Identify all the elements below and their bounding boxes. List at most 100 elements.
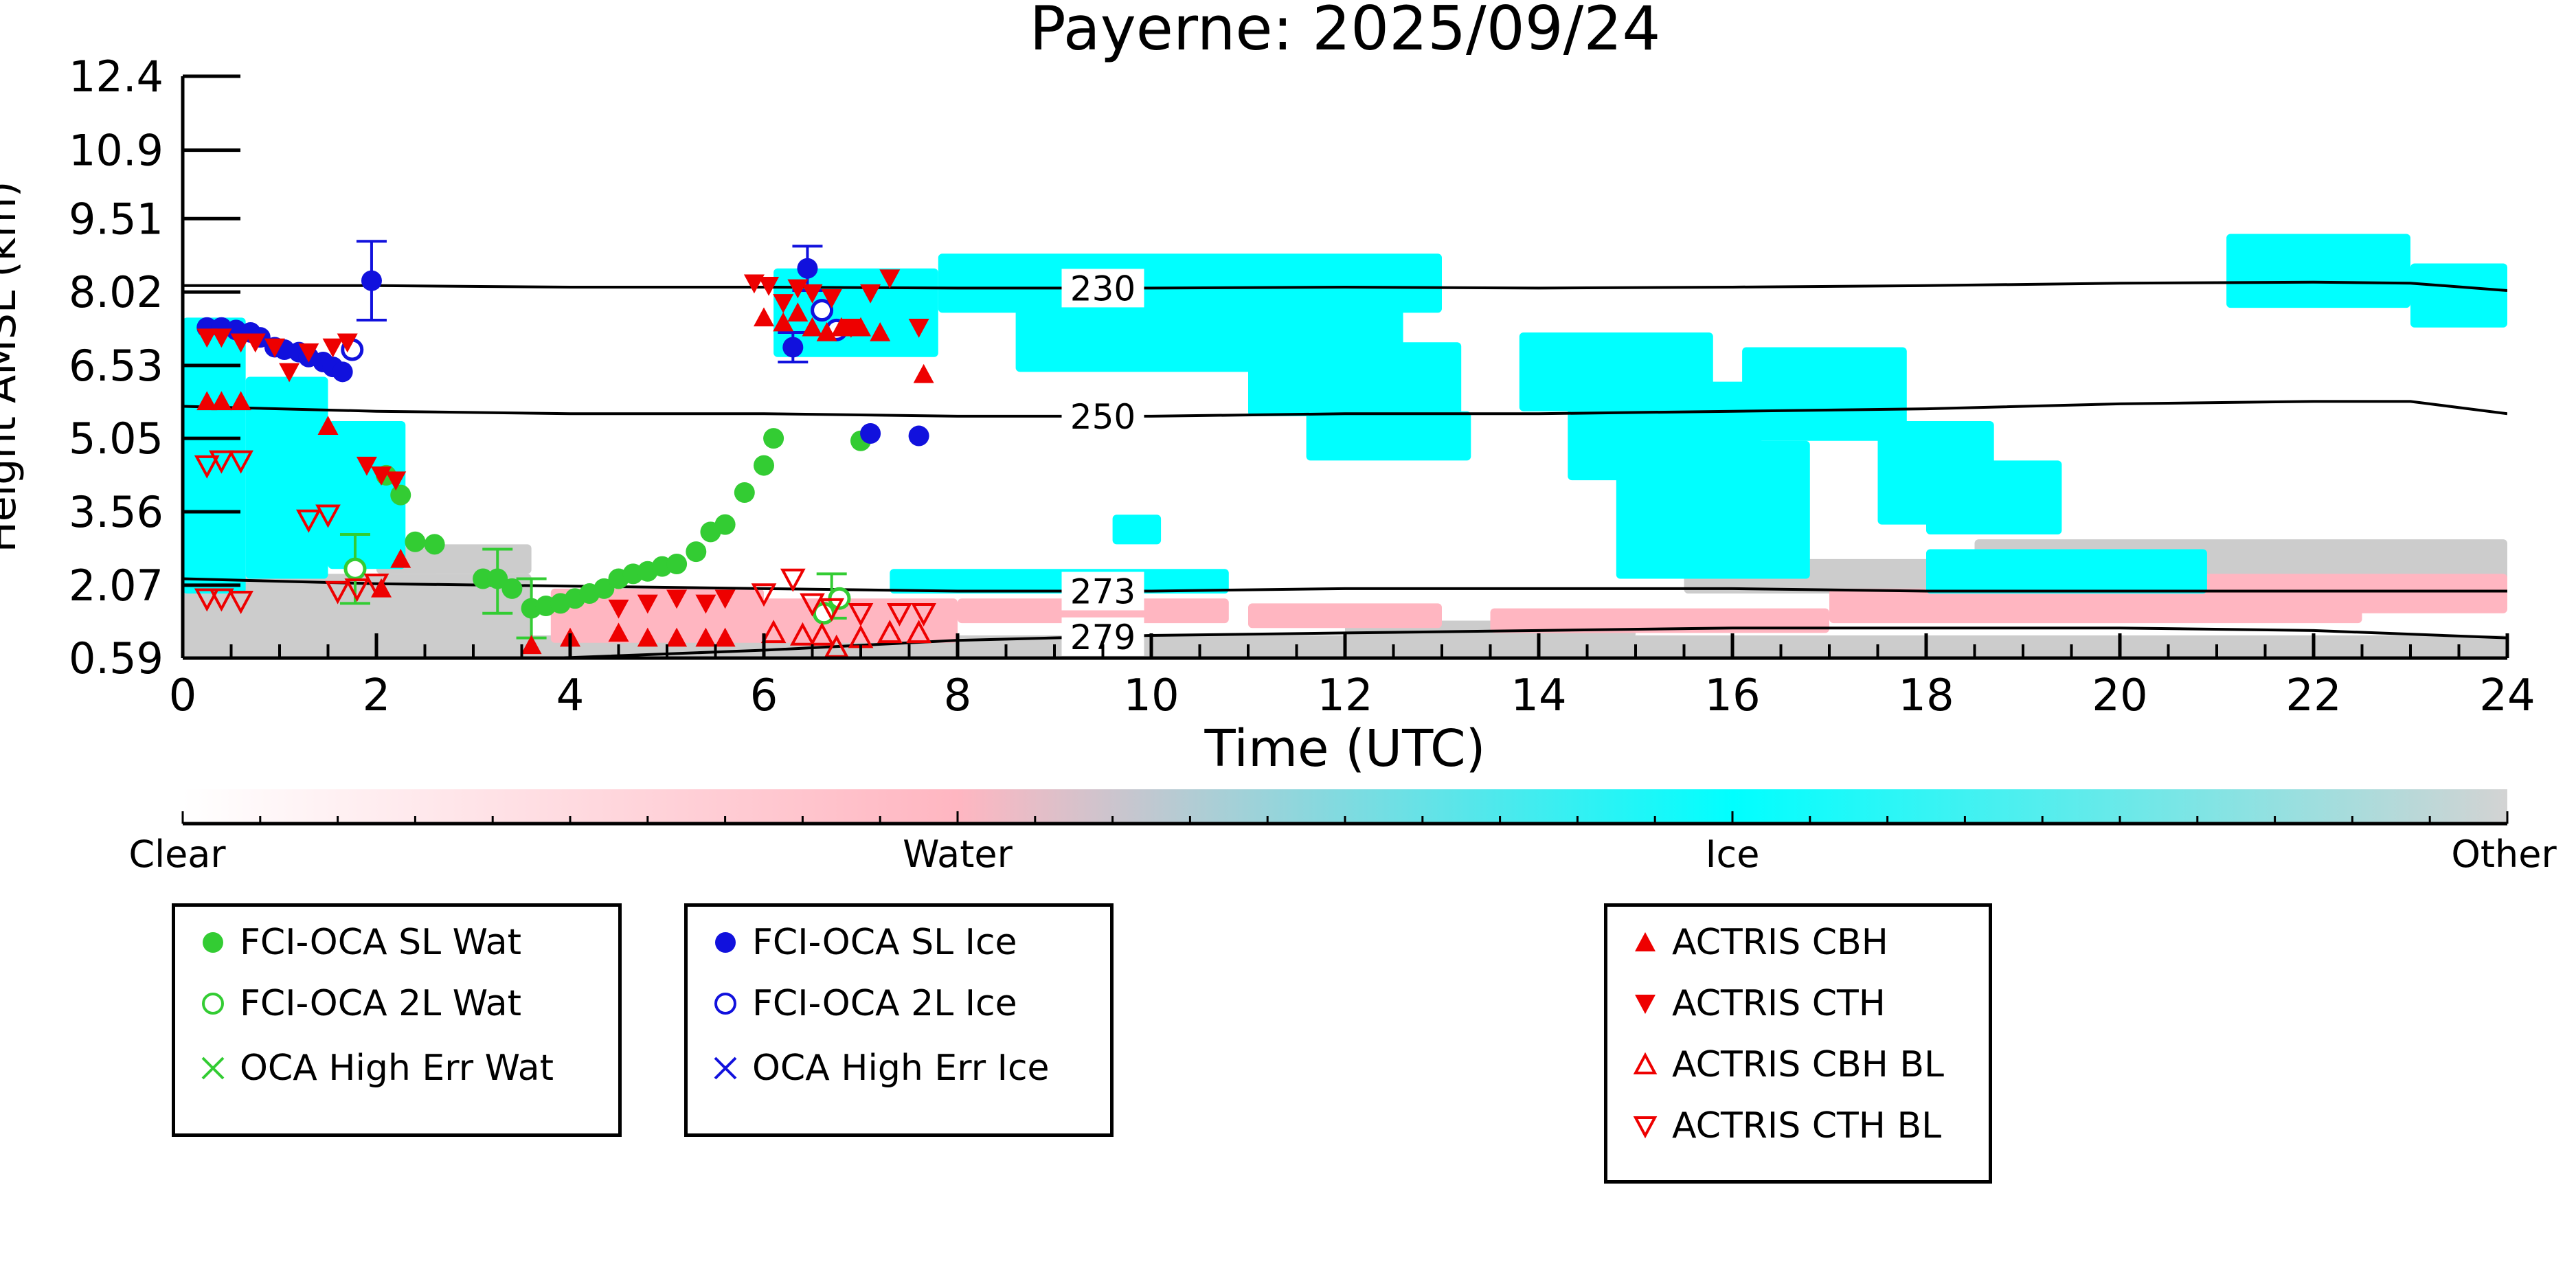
x-marker-icon (714, 1057, 737, 1080)
point-actris-cth (695, 594, 716, 614)
point-actris-cth (245, 333, 266, 353)
point-actris-cbh-bl (790, 622, 815, 646)
point-actris-cbh (211, 391, 232, 411)
point-actris-cth-bl (295, 509, 321, 533)
cloud-ice-patch (1112, 515, 1162, 545)
cloud-ice-patch (1926, 460, 2062, 534)
legend-item-cth: ACTRIS CTH (1628, 983, 1886, 1024)
point-actris-cbh (787, 302, 809, 322)
open-circle-icon (202, 993, 224, 1015)
point-actris-cbh (870, 321, 891, 341)
legend-item-higherr-wat: OCA High Err Wat (196, 1048, 554, 1089)
point-actris-cth (787, 279, 809, 299)
point-actris-cth-bl (315, 504, 341, 528)
legend-item-2l-ice: FCI-OCA 2L Ice (708, 983, 1017, 1024)
legend-item-higherr-ice: OCA High Err Ice (708, 1048, 1050, 1089)
x-tick-label: 8 (944, 670, 972, 721)
point-fci-oca-sl-ice (361, 270, 382, 291)
point-actris-cbh (773, 312, 794, 332)
filled-circle-icon (203, 932, 223, 953)
point-actris-cth (385, 471, 407, 491)
point-fci-oca-sl-wat (734, 482, 755, 504)
point-actris-cbh (850, 317, 871, 337)
chart-title: Payerne: 2025/09/24 (1030, 0, 1661, 64)
y-tick-label: 3.56 (69, 487, 163, 537)
contour-label-bg (1061, 269, 1144, 308)
legend-item-cth-bl: ACTRIS CTH BL (1628, 1105, 1941, 1146)
point-fci-oca-sl-wat (686, 541, 707, 563)
x-tick-label: 22 (2285, 670, 2341, 721)
x-tick-label: 24 (2479, 670, 2535, 721)
point-actris-cbh-bl (877, 620, 903, 644)
cloud-ice-patch (2410, 263, 2507, 328)
legend-label: ACTRIS CBH (1672, 922, 1888, 963)
point-actris-cth (356, 456, 377, 476)
y-tick-label: 12.4 (69, 52, 163, 102)
point-fci-oca-sl-wat (666, 554, 688, 575)
cloud-ice-patch (2226, 234, 2410, 308)
point-actris-cth (666, 589, 688, 609)
cloud-ice-patch (1306, 411, 1471, 461)
x-tick-label: 6 (750, 670, 778, 721)
point-actris-cth-bl (848, 602, 874, 626)
legend-label: OCA High Err Wat (240, 1048, 554, 1089)
point-actris-cbh (390, 548, 411, 568)
point-actris-cth (802, 284, 823, 304)
point-fci-oca-2l-wat (343, 557, 367, 580)
point-actris-cbh (695, 627, 716, 647)
point-actris-cth (279, 363, 300, 383)
point-actris-cbh (317, 416, 339, 435)
contour-line-273 (183, 577, 2507, 593)
triangle-down-icon (1635, 995, 1656, 1014)
cloud-other-patch (183, 574, 532, 638)
point-actris-cbh (816, 321, 837, 341)
point-actris-cbh (196, 391, 218, 411)
point-actris-cth (840, 319, 861, 338)
contour-label-273: 273 (1070, 572, 1136, 611)
point-actris-cbh (521, 635, 542, 655)
point-actris-cbh-bl (906, 620, 931, 644)
point-fci-oca-sl-wat (405, 531, 426, 552)
point-actris-cth-bl (325, 580, 350, 605)
point-fci-oca-2l-ice (811, 299, 834, 322)
point-actris-cth (337, 333, 358, 353)
point-actris-cth-bl (194, 455, 220, 479)
filled-circle-icon (715, 932, 736, 953)
point-fci-oca-sl-wat (424, 534, 445, 555)
point-actris-cth (298, 343, 319, 363)
cloud-water-patch (1248, 603, 1442, 629)
point-actris-cth (230, 333, 251, 353)
point-fci-oca-sl-wat (390, 484, 411, 506)
colorbar-label-other: Other (2451, 833, 2557, 876)
point-actris-cth (821, 289, 842, 308)
x-tick-label: 2 (363, 670, 391, 721)
cloud-water-patch (2168, 574, 2507, 613)
point-actris-cth-bl (194, 588, 220, 612)
point-actris-cth-bl (209, 450, 234, 474)
legend-ice: FCI-OCA SL Ice FCI-OCA 2L Ice OCA High E… (684, 903, 1114, 1137)
point-fci-oca-sl-wat (763, 428, 784, 449)
y-tick-label: 9.51 (69, 194, 163, 244)
point-fci-oca-sl-wat (754, 455, 774, 476)
point-fci-oca-sl-wat (487, 568, 508, 589)
y-tick-label: 6.53 (69, 341, 163, 391)
y-tick-label: 5.05 (69, 414, 163, 464)
point-actris-cth (714, 589, 736, 609)
point-actris-cth-bl (800, 593, 825, 617)
colorbar: Clear Water Ice Other (128, 789, 2557, 876)
legend-label: FCI-OCA SL Wat (240, 922, 521, 963)
point-fci-oca-sl-wat (594, 578, 615, 599)
point-fci-oca-sl-wat (501, 578, 523, 599)
point-fci-oca-sl-ice (797, 258, 818, 279)
legend-label: FCI-OCA 2L Wat (240, 983, 522, 1024)
point-actris-cth (758, 277, 780, 296)
legend-label: OCA High Err Ice (752, 1048, 1050, 1089)
point-actris-cth (773, 294, 794, 313)
point-actris-cth (879, 269, 901, 289)
cloud-water-patch (958, 598, 1229, 624)
point-actris-cbh (666, 627, 688, 647)
data-points (194, 258, 937, 658)
contour-line-230 (183, 280, 2507, 292)
